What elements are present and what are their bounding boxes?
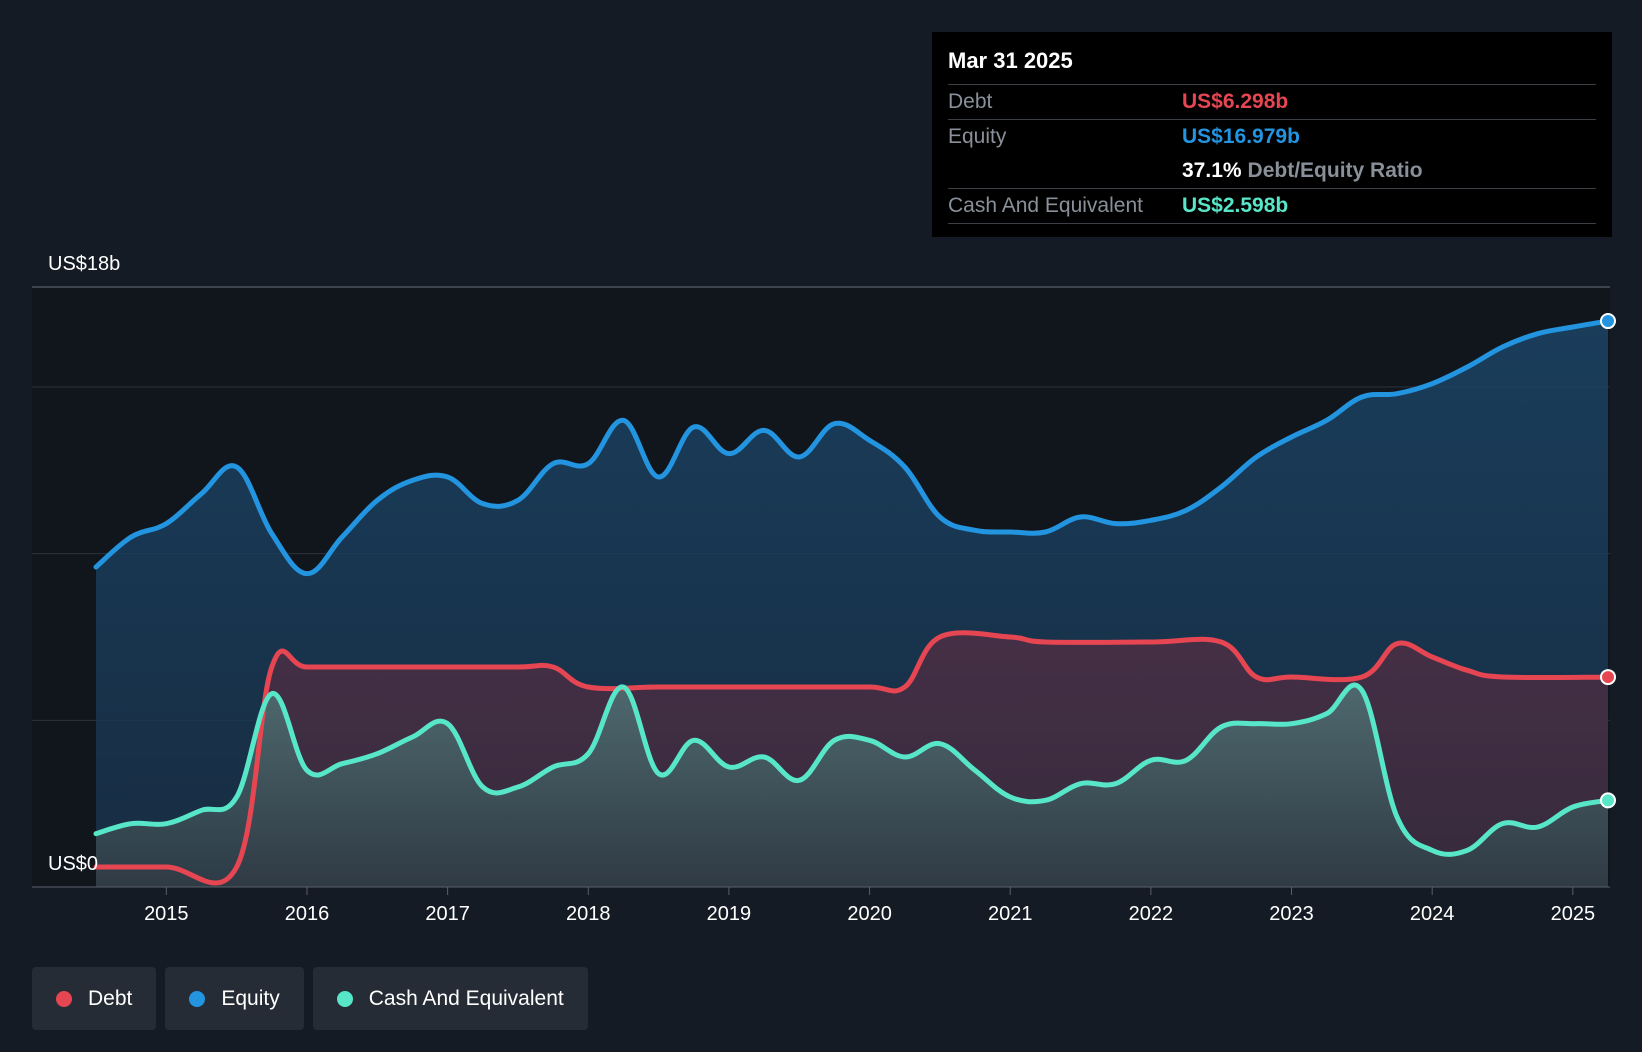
- x-tick-label: 2022: [1129, 903, 1174, 925]
- tooltip-cash-label: Cash And Equivalent: [948, 194, 1143, 217]
- tooltip-ratio-row: 37.1% Debt/Equity Ratio: [948, 154, 1596, 189]
- legend-item-equity[interactable]: Equity: [165, 967, 304, 1030]
- cash-dot-icon: [336, 990, 353, 1007]
- series-areas: [96, 321, 1608, 887]
- x-tick-label: 2017: [425, 903, 470, 925]
- x-tick-label: 2024: [1410, 903, 1455, 925]
- debt-line: [93, 630, 1611, 886]
- legend-item-debt[interactable]: Debt: [32, 967, 157, 1030]
- x-tick-label: 2015: [144, 903, 189, 925]
- legend-item-cash[interactable]: Cash And Equivalent: [312, 967, 588, 1030]
- x-tick-label: 2019: [707, 903, 752, 925]
- equity-line: [93, 318, 1611, 577]
- x-tick-label: 2016: [285, 903, 330, 925]
- tooltip-equity-label: Equity: [948, 125, 1007, 148]
- x-axis-ticks: 2015 2016 2017 2018 2019 2020 2021 2022 2023 2024…: [32, 886, 1610, 925]
- series-end-markers: [1600, 313, 1616, 809]
- chart-legend: Debt Equity Cash And Equivalent: [32, 967, 588, 1030]
- y-axis-top-label: US$18b: [48, 253, 120, 275]
- x-tick-label: 2020: [847, 903, 892, 925]
- series-lines: [93, 318, 1611, 886]
- tooltip-date: Mar 31 2025: [948, 46, 1596, 85]
- tooltip-ratio-spacer: [948, 154, 1182, 188]
- tooltip-cash-row: Cash And Equivalent US$2.598b: [948, 189, 1596, 224]
- cash-and-equivalent-end-point: [1600, 792, 1616, 809]
- cash-and-equivalent-area: [96, 685, 1608, 887]
- x-tick-label: 2025: [1551, 903, 1596, 925]
- cash-and-equivalent-line: [93, 682, 1611, 857]
- x-tick-label: 2021: [988, 903, 1033, 925]
- equity-dot-icon: [189, 990, 206, 1007]
- tooltip-ratio-label: Debt/Equity Ratio: [1247, 159, 1423, 182]
- debt-end-point: [1600, 669, 1616, 686]
- tooltip-equity-row: Equity US$16.979b: [948, 120, 1596, 154]
- y-axis-bottom-label: US$0: [48, 853, 98, 875]
- legend-cash-label: Cash And Equivalent: [368, 986, 564, 1010]
- data-tooltip: Mar 31 2025 Debt US$6.298b Equity US$16.…: [932, 32, 1612, 237]
- tooltip-ratio-value: 37.1%: [1182, 159, 1242, 182]
- equity-end-point: [1600, 313, 1616, 330]
- legend-equity-label: Equity: [221, 986, 280, 1010]
- tooltip-debt-label: Debt: [948, 90, 993, 113]
- tooltip-cash-value: US$2.598b: [1182, 194, 1289, 217]
- tooltip-debt-row: Debt US$6.298b: [948, 85, 1596, 120]
- x-tick-label: 2018: [566, 903, 611, 925]
- x-tick-label: 2023: [1269, 903, 1314, 925]
- tooltip-debt-value: US$6.298b: [1182, 90, 1289, 113]
- legend-debt-label: Debt: [88, 986, 133, 1010]
- debt-dot-icon: [56, 990, 72, 1007]
- tooltip-equity-value: US$16.979b: [1182, 125, 1300, 148]
